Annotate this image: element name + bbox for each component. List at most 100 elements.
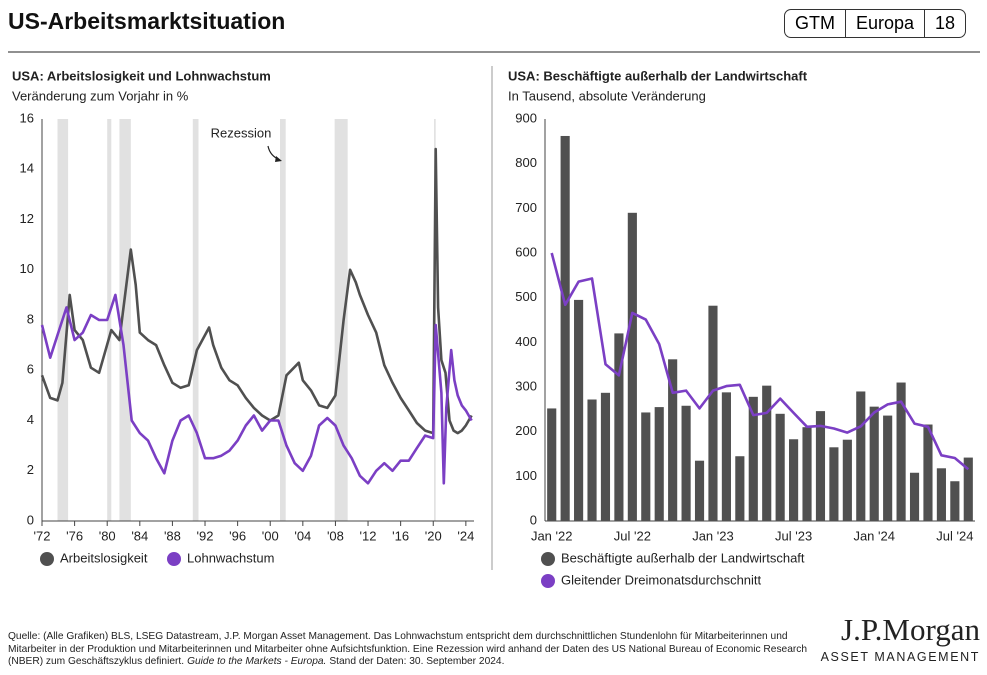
bar [614,333,624,521]
bar [842,439,852,521]
x-tick-label: Jan '23 [692,528,734,543]
x-tick-label: '72 [34,528,51,543]
charts: USA: Arbeitslosigkeit und Lohnwachstum Ve… [8,51,980,588]
source-italic: Guide to the Markets - Europa. [187,656,327,667]
chart-subtitle: In Tausend, absolute Veränderung [508,88,706,103]
legend-marker [541,552,555,566]
x-tick-label: '96 [229,528,246,543]
bar [641,412,651,521]
page-title: US-Arbeitsmarktsituation [8,8,286,34]
bar [869,406,879,521]
logo-name: J.P.Morgan [841,612,980,647]
y-tick-label: 800 [515,155,537,170]
bar [587,399,597,521]
bar [560,135,570,521]
x-tick-label: Jan '22 [531,528,573,543]
recession-band [107,119,112,521]
badge: GTM [795,13,835,33]
bar [574,299,584,521]
source: Quelle: (Alle Grafiken) BLS, LSEG Datast… [8,631,808,667]
chart-subtitle: Veränderung zum Vorjahr in % [12,88,189,103]
bar [681,405,691,521]
y-tick-label: 12 [20,211,34,226]
x-tick-label: '88 [164,528,181,543]
bar [547,408,557,521]
x-tick-label: Jul '24 [936,528,973,543]
bar [923,424,933,521]
x-tick-label: '76 [66,528,83,543]
bar [896,382,906,521]
x-tick-label: Jan '24 [853,528,895,543]
x-tick-label: Jul '23 [775,528,812,543]
x-tick-label: '12 [360,528,377,543]
bar [815,411,826,521]
x-tick-label: '20 [425,528,442,543]
bar [856,391,866,521]
data-date: Stand der Daten: 30. September 2024. [329,656,505,667]
y-tick-label: 2 [27,462,34,477]
chart-layer: USA: Arbeitslosigkeit und Lohnwachstum Ve… [12,68,975,588]
y-tick-label: 6 [27,362,34,377]
bar [909,472,920,521]
y-tick-label: 400 [515,334,537,349]
bar [668,359,678,521]
legend-label: Arbeitslosigkeit [60,550,148,565]
y-tick-label: 600 [515,244,537,259]
x-tick-label: Jul '22 [614,528,651,543]
x-tick-label: '24 [457,528,474,543]
y-tick-label: 10 [20,261,34,276]
bar [883,415,893,521]
x-tick-label: '04 [294,528,311,543]
badge: Europa [845,10,924,37]
x-tick-label: '00 [262,528,279,543]
legend-marker [541,574,555,588]
recession-band [280,119,286,521]
y-tick-label: 0 [530,512,537,527]
series-line [40,293,473,485]
series-line [40,147,473,435]
logo: J.P.Morgan ASSET MANAGEMENT [821,612,980,664]
bar [627,212,637,522]
chart-title: USA: Beschäftigte außerhalb der Landwirt… [508,68,808,83]
badge: 18 [924,10,965,37]
bar [600,392,611,521]
y-tick-label: 4 [27,412,34,427]
annotation: Rezession [211,125,272,140]
bar [721,392,731,521]
y-tick-label: 300 [515,378,537,393]
bar [950,481,960,521]
y-tick-label: 900 [515,110,537,125]
bar [654,407,664,521]
bar [963,457,973,521]
y-tick-label: 0 [27,512,34,527]
bar [829,447,839,521]
bar [936,468,946,521]
legend-label: Gleitender Dreimonatsdurchschnitt [561,572,762,587]
recession-band [334,119,348,521]
y-tick-label: 16 [20,110,34,125]
bar [694,460,705,521]
y-tick-label: 500 [515,289,537,304]
bar [735,456,745,521]
bar [762,385,772,521]
recession-band [119,119,131,521]
legend-label: Lohnwachstum [187,550,274,565]
x-tick-label: '92 [197,528,214,543]
y-tick-label: 8 [27,311,34,326]
bar [802,427,812,521]
y-tick-label: 14 [20,161,34,176]
logo-subtitle: ASSET MANAGEMENT [820,650,980,664]
bar [708,305,718,521]
chart-title: USA: Arbeitslosigkeit und Lohnwachstum [12,68,271,83]
y-tick-label: 200 [515,423,537,438]
badges: GTM Europa 18 [784,9,967,38]
legend-marker [40,552,54,566]
x-tick-label: '08 [327,528,344,543]
x-tick-label: '84 [131,528,148,543]
bar [789,439,799,521]
bar [748,396,758,521]
series-line [550,252,970,471]
y-tick-label: 700 [515,200,537,215]
footer: Quelle: (Alle Grafiken) BLS, LSEG Datast… [8,631,808,669]
